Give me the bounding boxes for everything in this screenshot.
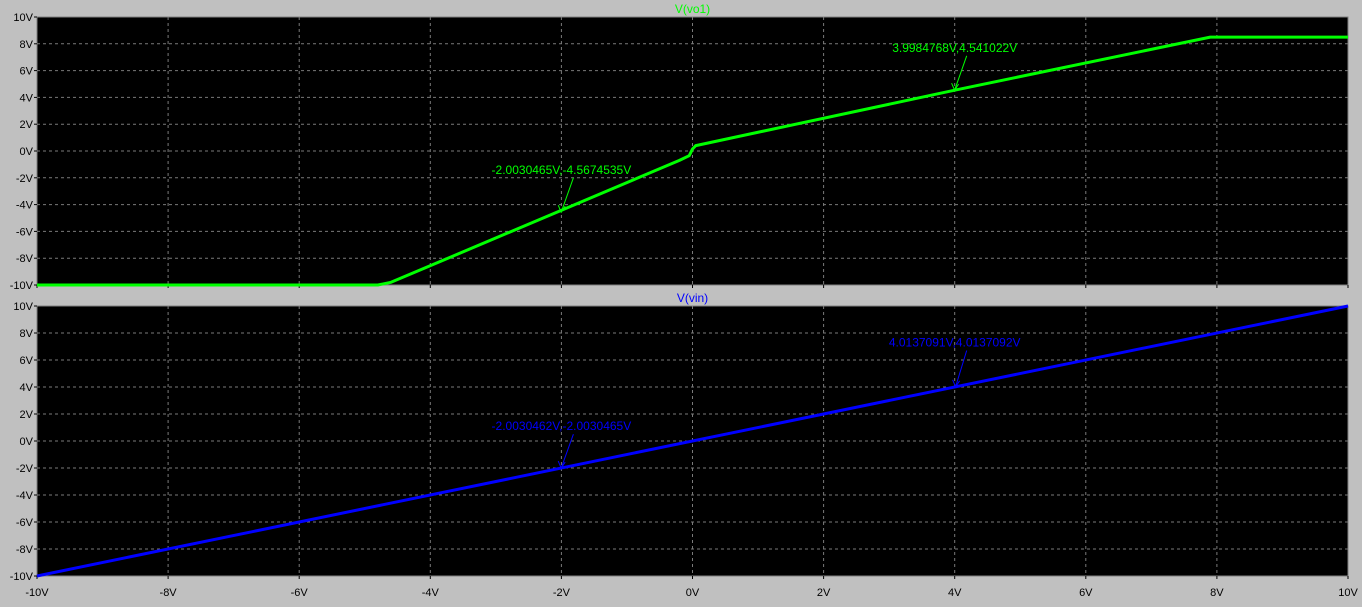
y-tick-label: -6V	[16, 226, 34, 238]
x-tick-label: 0V	[686, 587, 700, 599]
y-tick-label: 10V	[13, 301, 33, 313]
trace-vvo1[interactable]	[37, 35, 1348, 287]
y-tick-label: -2V	[16, 463, 34, 475]
x-tick-label: 10V	[1338, 587, 1358, 599]
plot-pane-1: -10V -8V -6V -4V -2V 0V 2V 4V 6V 8V 10V -10V -8V -6V -…	[10, 291, 1359, 599]
y-tick-label: 8V	[20, 39, 34, 51]
cursor-annotation-arrow	[954, 55, 968, 91]
y-tick-label: 10V	[13, 12, 33, 24]
cursor-annotation-label: 4.0137091V,4.0137092V	[889, 336, 1021, 350]
y-tick-label: 8V	[20, 328, 34, 340]
cursor-annotation-arrow	[560, 434, 574, 469]
x-tick-label: -4V	[422, 587, 440, 599]
x-tick-label: 4V	[948, 587, 962, 599]
x-tick-label: -10V	[25, 587, 49, 599]
cursor-annotation-arrow	[955, 350, 968, 387]
y-tick-label: 0V	[20, 436, 34, 448]
x-tick-label: -6V	[291, 587, 309, 599]
x-tick-label: -2V	[553, 587, 571, 599]
trace-title[interactable]: V(vo1)	[675, 2, 710, 16]
x-tick-label: 2V	[817, 587, 831, 599]
cursor-arrowhead	[951, 82, 960, 92]
y-tick-label: -10V	[10, 571, 34, 583]
y-tick-label: 6V	[20, 355, 34, 367]
y-tick-label: -8V	[16, 544, 34, 556]
trace-vvin[interactable]	[36, 304, 1349, 578]
cursor-annotation-label: -2.0030462V,-2.0030465V	[492, 419, 632, 433]
x-tick-label: -8V	[160, 587, 178, 599]
y-tick-label: -10V	[10, 280, 34, 292]
y-tick-label: -8V	[16, 253, 34, 265]
y-tick-label: 2V	[20, 119, 34, 131]
y-tick-label: 6V	[20, 66, 34, 78]
y-tick-label: 2V	[20, 409, 34, 421]
cursor-annotation-label: -2.0030465V,-4.5674535V	[492, 163, 632, 177]
x-tick-label: 8V	[1210, 587, 1224, 599]
cursor-annotation-label: 3.9984768V,4.541022V	[892, 41, 1017, 55]
y-tick-label: 0V	[20, 146, 34, 158]
cursor-annotation-arrow	[560, 177, 574, 213]
trace-title[interactable]: V(vin)	[677, 291, 708, 305]
x-tick-label: 6V	[1079, 587, 1093, 599]
cursor-arrowhead	[557, 460, 566, 470]
y-tick-label: -4V	[16, 200, 34, 212]
y-tick-label: -4V	[16, 490, 34, 502]
y-tick-label: -2V	[16, 173, 34, 185]
cursor-arrowhead	[952, 379, 961, 388]
y-tick-label: -6V	[16, 517, 34, 529]
y-tick-label: 4V	[20, 92, 34, 104]
cursor-arrowhead	[557, 205, 566, 214]
y-tick-label: 4V	[20, 382, 34, 394]
plot-pane-0: -10V -8V -6V -4V -2V 0V 2V 4V 6V 8V 10V V(vo1) -2.00…	[10, 2, 1349, 292]
